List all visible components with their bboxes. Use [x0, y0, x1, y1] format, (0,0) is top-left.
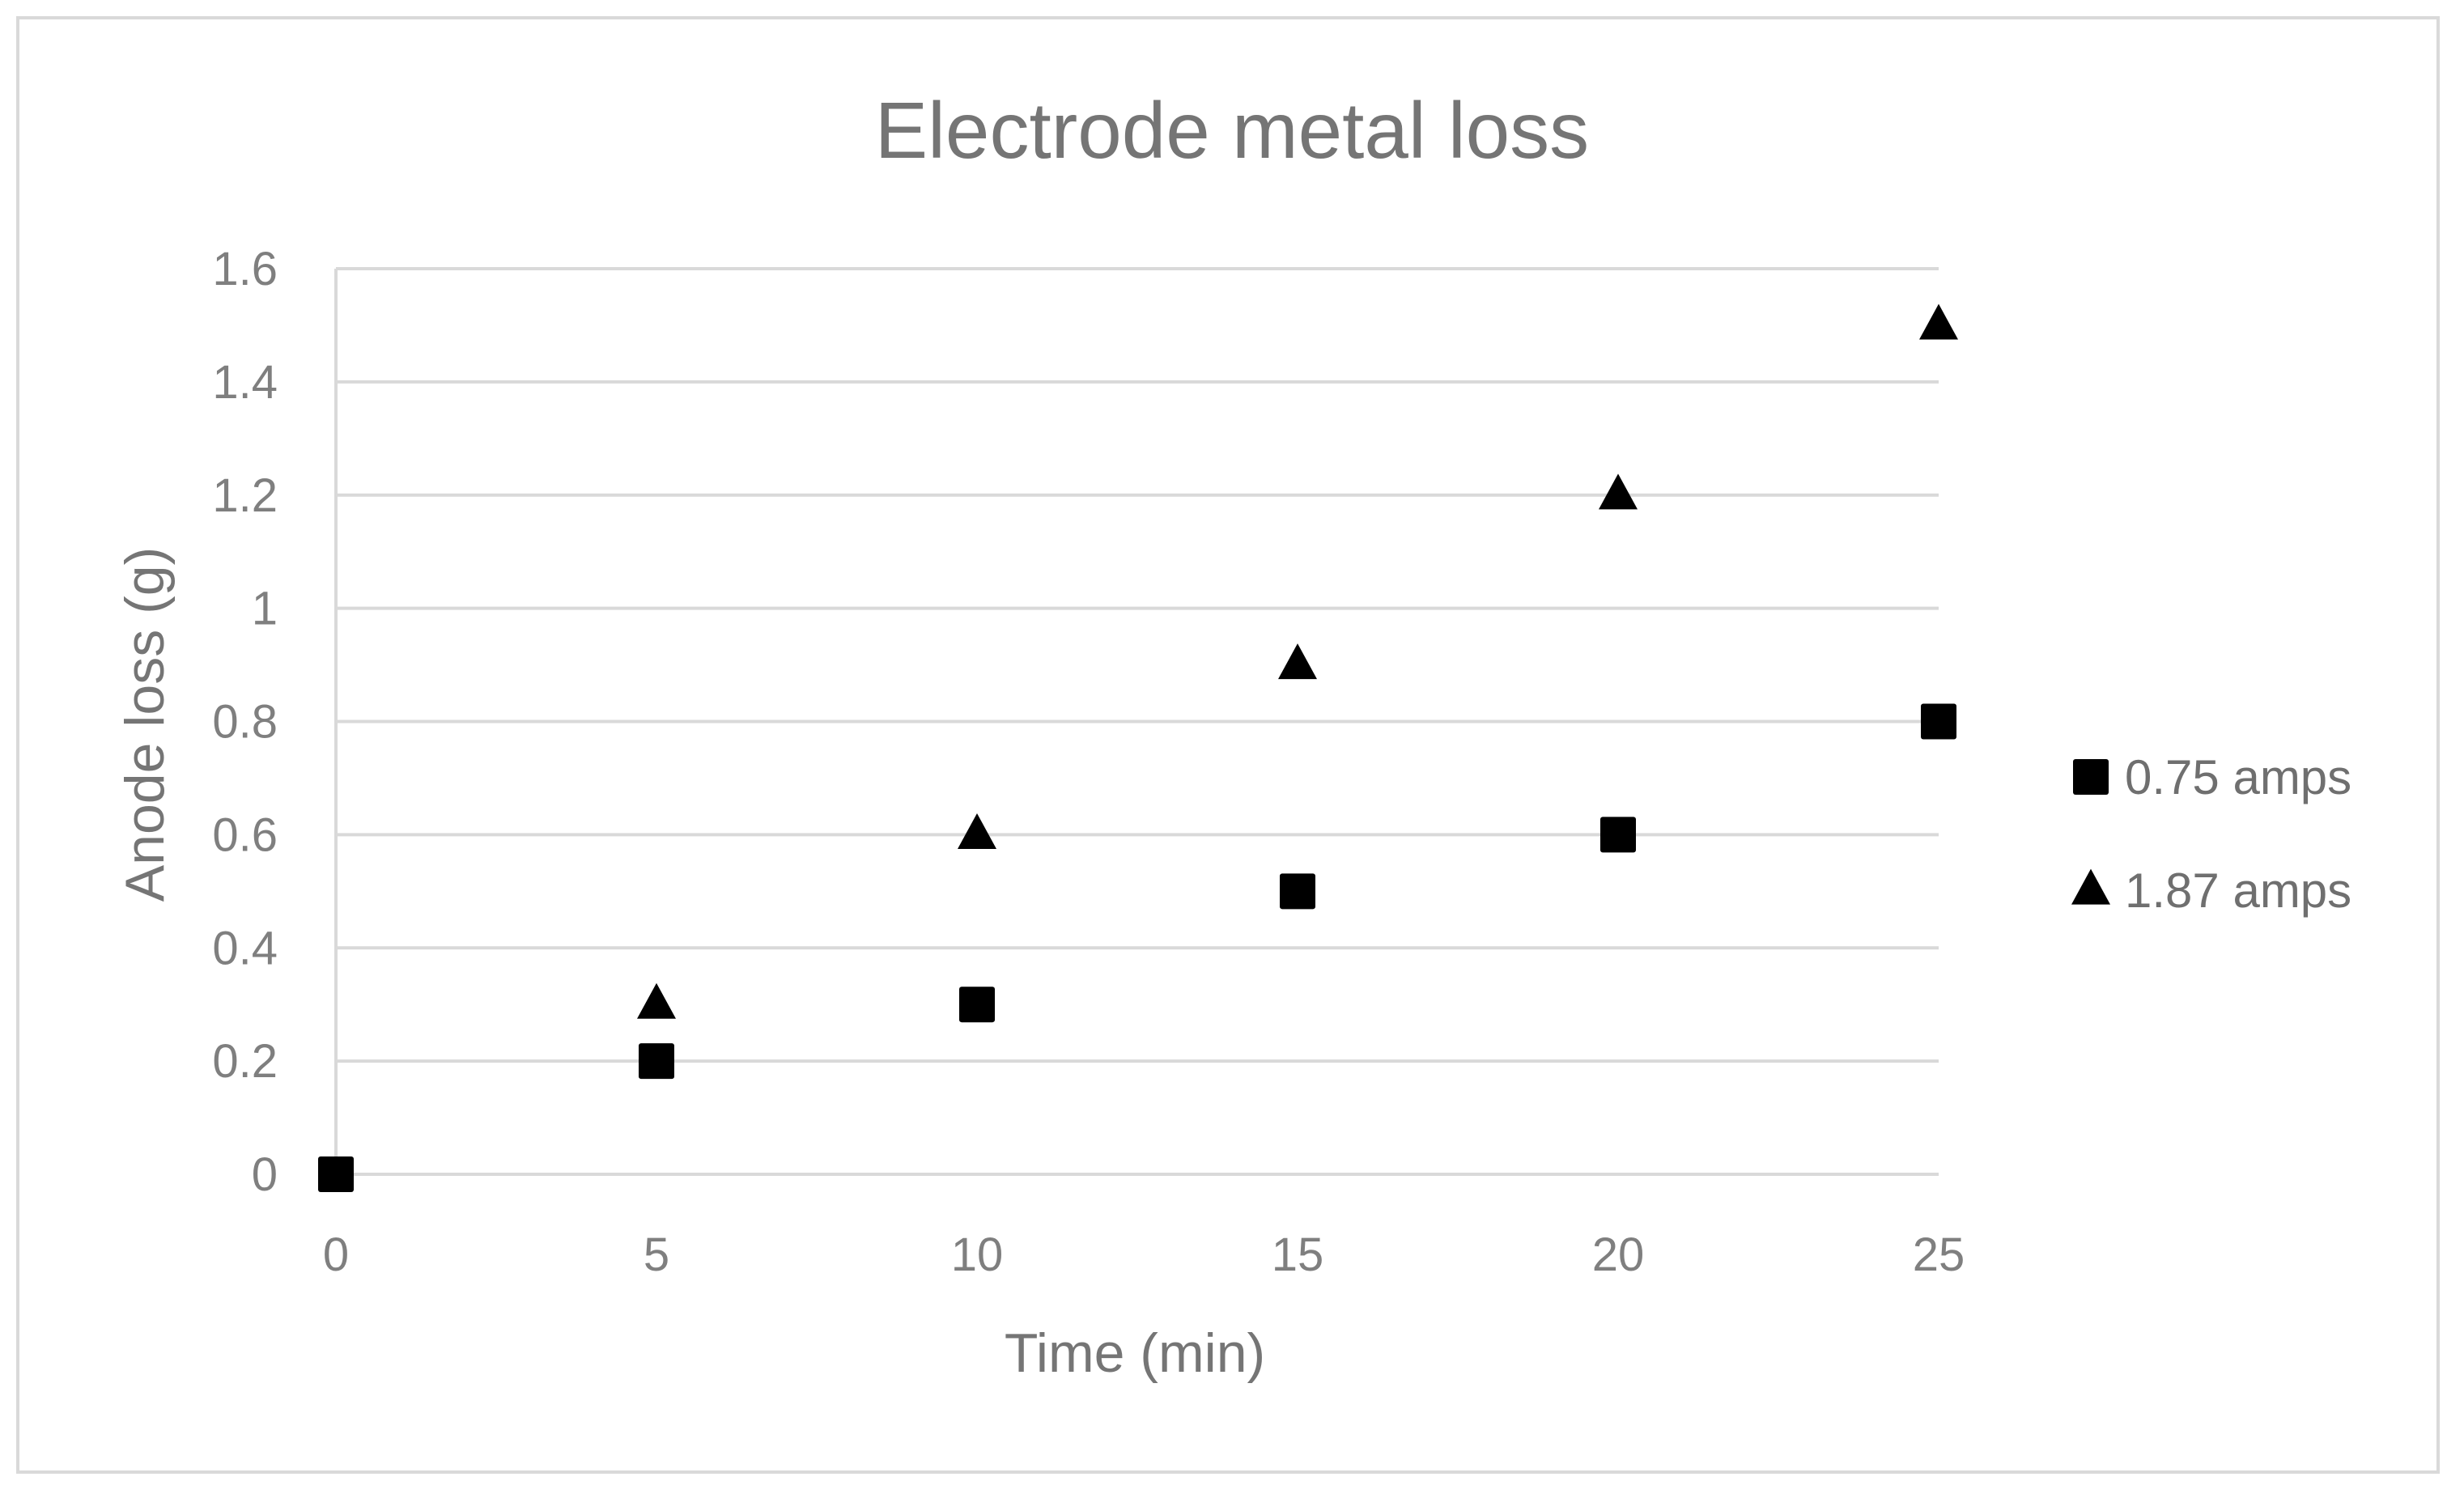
- series-1: [318, 703, 1956, 1192]
- chart-title: Electrode metal loss: [875, 86, 1589, 175]
- y-axis-title: Anode loss (g): [114, 547, 176, 902]
- y-tick-label: 0.4: [212, 922, 278, 974]
- square-legend-marker: [2073, 759, 2109, 795]
- y-tick-label: 1.2: [212, 469, 278, 522]
- series-2: [637, 303, 1958, 1019]
- square-data-point: [639, 1043, 674, 1080]
- legend-label: 1.87 amps: [2125, 864, 2351, 918]
- x-axis-title: Time (min): [1005, 1322, 1265, 1384]
- legend: 0.75 amps 1.87 amps: [2071, 750, 2351, 918]
- x-axis-ticks: 0 5 10 15 20 25: [323, 1229, 1965, 1281]
- triangle-data-point: [958, 813, 996, 849]
- y-tick-label: 0: [252, 1148, 278, 1201]
- y-tick-label: 1.6: [212, 243, 278, 295]
- gridlines: [334, 267, 1939, 1176]
- square-data-point: [1921, 703, 1956, 740]
- y-tick-label: 1.4: [212, 356, 278, 409]
- x-tick-label: 25: [1913, 1229, 1965, 1281]
- square-data-point: [318, 1156, 354, 1192]
- x-tick-label: 20: [1592, 1229, 1645, 1281]
- x-tick-label: 0: [323, 1229, 349, 1281]
- triangle-data-point: [637, 982, 676, 1019]
- y-axis-ticks: 0 0.2 0.4 0.6 0.8 1 1.2 1.4 1.6: [212, 243, 278, 1201]
- triangle-data-point: [1919, 303, 1958, 340]
- square-data-point: [1600, 817, 1636, 853]
- legend-entry: 0.75 amps: [2073, 750, 2351, 804]
- x-tick-label: 15: [1272, 1229, 1324, 1281]
- y-tick-label: 0.8: [212, 696, 278, 749]
- x-tick-label: 5: [644, 1229, 669, 1281]
- square-data-point: [1280, 873, 1315, 910]
- legend-label: 0.75 amps: [2125, 750, 2351, 804]
- triangle-data-point: [1278, 643, 1317, 680]
- square-data-point: [959, 987, 995, 1023]
- x-tick-label: 10: [951, 1229, 1004, 1281]
- y-tick-label: 1: [252, 583, 278, 635]
- y-tick-label: 0.2: [212, 1035, 278, 1088]
- triangle-legend-marker: [2071, 868, 2110, 905]
- triangle-data-point: [1599, 473, 1638, 510]
- legend-entry: 1.87 amps: [2071, 864, 2351, 918]
- chart-frame: [16, 16, 2440, 1474]
- y-tick-label: 0.6: [212, 808, 278, 861]
- data-points: [318, 303, 1958, 1192]
